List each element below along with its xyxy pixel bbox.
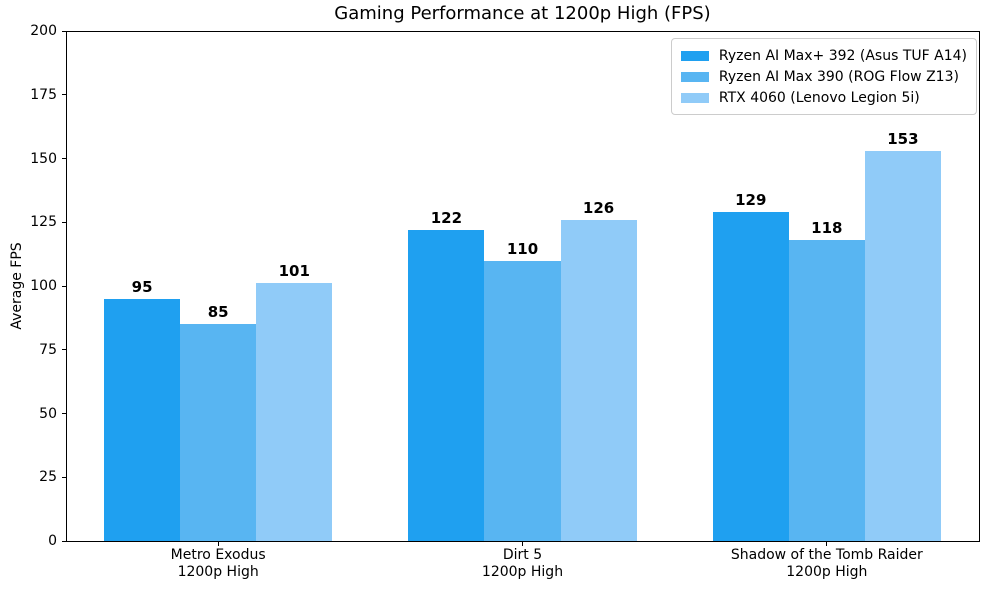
legend-swatch-series-2 — [680, 71, 709, 82]
y-tick-mark — [62, 349, 66, 351]
legend-item: RTX 4060 (Lenovo Legion 5i) — [680, 87, 967, 108]
legend-label: Ryzen AI Max+ 392 (Asus TUF A14) — [718, 47, 967, 64]
bar-value-label: 110 — [506, 239, 539, 258]
y-tick-mark — [62, 540, 66, 542]
left-spine — [66, 31, 67, 542]
y-tick-label: 200 — [30, 23, 57, 39]
bar-value-label: 95 — [131, 277, 153, 296]
x-tick-label: Metro Exodus 1200p High — [170, 547, 266, 580]
top-spine — [66, 31, 980, 32]
x-tick-mark — [826, 542, 828, 546]
chart-title: Gaming Performance at 1200p High (FPS) — [334, 3, 711, 24]
legend: Ryzen AI Max+ 392 (Asus TUF A14) Ryzen A… — [670, 38, 977, 115]
bar-s2-c2 — [484, 260, 561, 541]
y-tick-label: 175 — [30, 86, 57, 103]
y-tick-mark — [62, 476, 66, 478]
y-tick-mark — [62, 30, 66, 32]
legend-swatch-series-3 — [680, 92, 709, 103]
bar-s1-c1 — [104, 298, 181, 541]
y-tick-label: 150 — [30, 150, 57, 167]
bottom-spine — [66, 541, 980, 542]
x-tick-mark — [217, 542, 219, 546]
bar-value-label: 129 — [735, 191, 767, 210]
y-tick-label: 0 — [48, 533, 57, 549]
bar-s3-c1 — [256, 283, 333, 541]
legend-label: Ryzen AI Max 390 (ROG Flow Z13) — [718, 68, 959, 85]
y-tick-label: 125 — [30, 214, 57, 231]
y-tick-mark — [62, 94, 66, 96]
bar-s2-c1 — [180, 324, 257, 541]
y-tick-label: 50 — [39, 405, 57, 422]
x-tick-label: Dirt 5 1200p High — [481, 547, 564, 580]
bar-s1-c2 — [408, 229, 485, 541]
legend-item: Ryzen AI Max 390 (ROG Flow Z13) — [680, 66, 967, 87]
bar-value-label: 126 — [582, 198, 615, 217]
y-tick-mark — [62, 413, 66, 414]
right-spine — [979, 31, 980, 542]
legend-label: RTX 4060 (Lenovo Legion 5i) — [718, 89, 920, 106]
bar-value-label: 122 — [430, 208, 463, 227]
y-tick-label: 75 — [39, 341, 57, 358]
x-tick-mark — [522, 542, 523, 546]
bar-s2-c3 — [788, 240, 865, 541]
bar-value-label: 85 — [207, 303, 229, 322]
y-tick-mark — [62, 285, 66, 287]
bar-value-label: 153 — [887, 129, 919, 148]
bar-s1-c3 — [712, 212, 789, 541]
x-tick-label: Shadow of the Tomb Raider 1200p High — [730, 547, 923, 580]
bar-value-label: 101 — [278, 262, 310, 281]
bar-s3-c2 — [560, 219, 637, 541]
legend-swatch-series-1 — [680, 50, 709, 61]
y-tick-label: 25 — [39, 469, 57, 486]
legend-item: Ryzen AI Max+ 392 (Asus TUF A14) — [680, 45, 967, 66]
bar-value-label: 118 — [811, 219, 843, 238]
y-tick-label: 100 — [30, 278, 57, 294]
y-tick-mark — [62, 221, 66, 223]
bar-s3-c3 — [864, 150, 941, 541]
y-tick-mark — [62, 158, 66, 159]
